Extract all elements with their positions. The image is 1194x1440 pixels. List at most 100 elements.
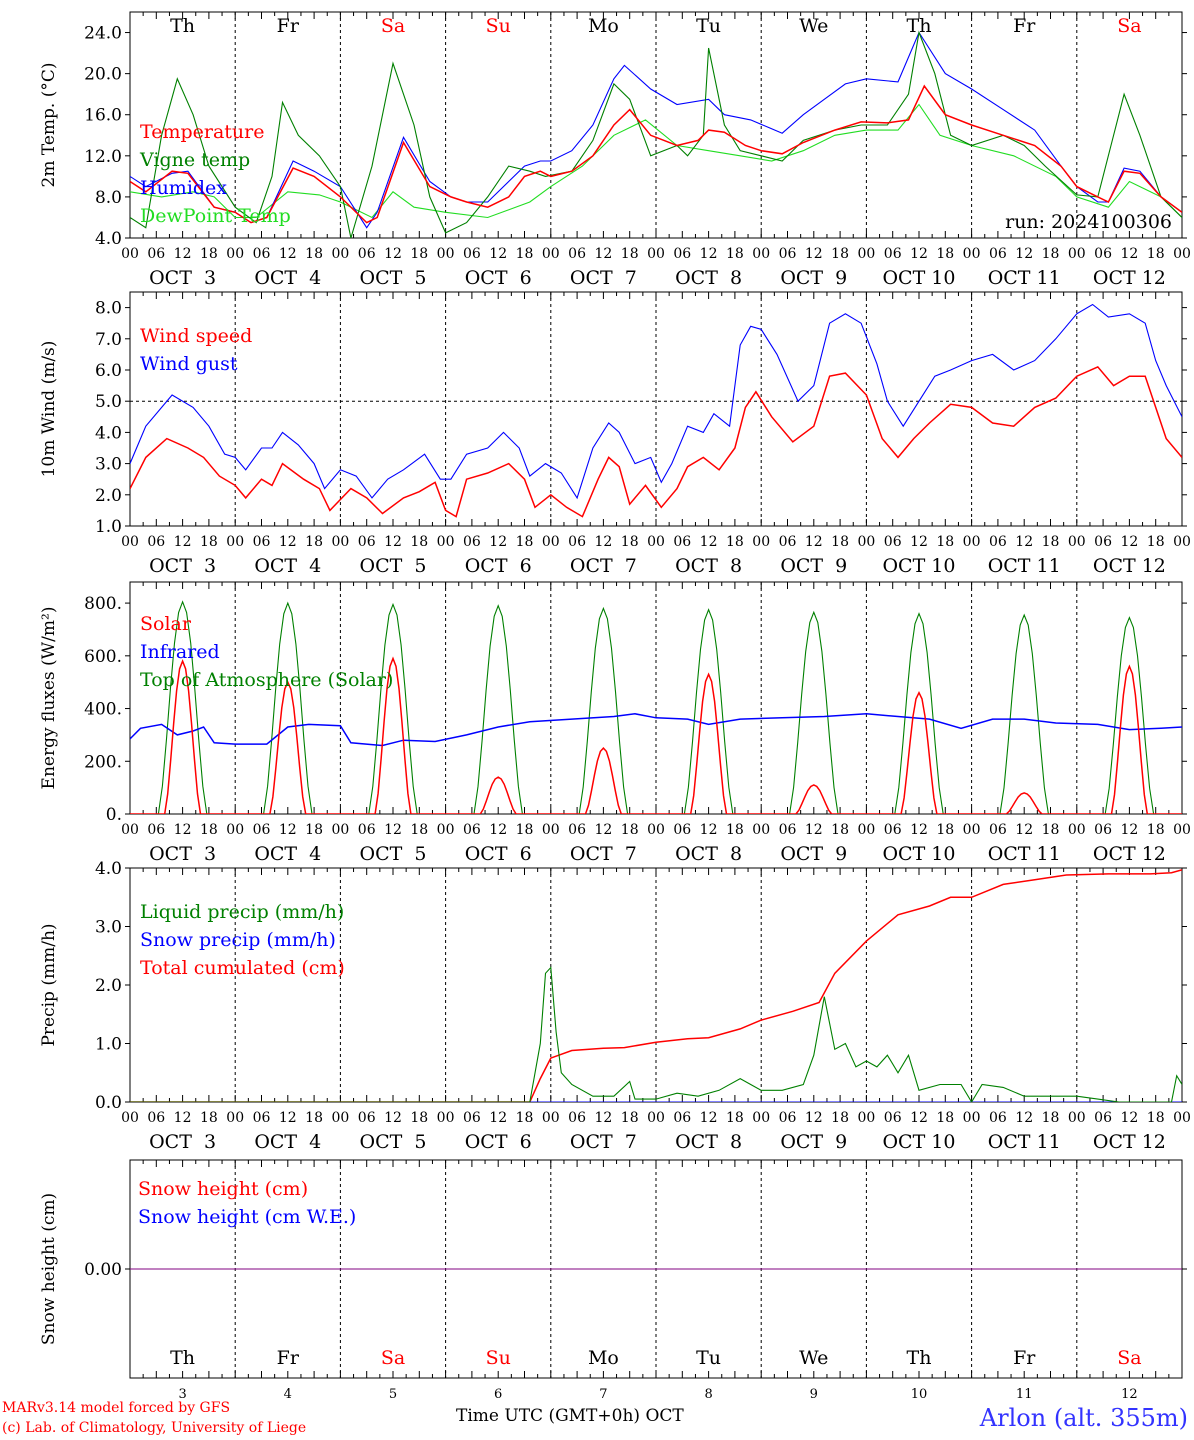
x-hour-label: 12 (1015, 822, 1033, 838)
legend-entry: Top of Atmosphere (Solar) (140, 669, 393, 691)
x-date-label: OCT 4 (254, 843, 321, 865)
x-hour-label: 18 (1147, 1110, 1165, 1126)
series-line-wind-gust (130, 303, 1182, 500)
day-number-label: 9 (810, 1387, 818, 1402)
x-date-label: OCT 12 (1093, 555, 1166, 577)
x-hour-label: 06 (884, 822, 902, 838)
x-hour-label: 00 (331, 534, 349, 550)
x-date-label: OCT 3 (149, 555, 216, 577)
x-hour-label: 00 (437, 534, 455, 550)
x-hour-label: 18 (1147, 534, 1165, 550)
x-hour-label: 00 (647, 822, 665, 838)
x-hour-label: 18 (200, 1110, 218, 1126)
x-hour-label: 06 (568, 1110, 586, 1126)
x-hour-label: 12 (594, 822, 612, 838)
x-hour-label: 00 (542, 246, 560, 262)
x-hour-label: 06 (463, 534, 481, 550)
x-date-label: OCT 11 (988, 843, 1061, 865)
x-hour-label: 00 (1068, 1110, 1086, 1126)
x-hour-label: 06 (884, 1110, 902, 1126)
x-hour-label: 12 (489, 1110, 507, 1126)
x-hour-label: 18 (200, 822, 218, 838)
x-hour-label: 12 (174, 534, 192, 550)
x-hour-label: 00 (437, 246, 455, 262)
x-hour-label: 06 (673, 1110, 691, 1126)
x-hour-label: 12 (384, 246, 402, 262)
x-date-label: OCT 11 (988, 1131, 1061, 1153)
x-hour-label: 00 (857, 246, 875, 262)
x-hour-label: 18 (621, 534, 639, 550)
x-hour-label: 00 (1068, 822, 1086, 838)
x-hour-label: 18 (621, 246, 639, 262)
x-hour-label: 00 (752, 822, 770, 838)
y-tick-label: 24.0 (84, 24, 122, 44)
x-date-label: OCT 4 (254, 1131, 321, 1153)
legend-entry: Wind speed (140, 325, 252, 347)
legend-entry: Solar (140, 613, 192, 635)
x-hour-label: 00 (1173, 246, 1191, 262)
x-hour-label: 18 (936, 246, 954, 262)
x-date-label: OCT 9 (780, 555, 847, 577)
x-date-label: OCT 11 (988, 267, 1061, 289)
day-name-label: Th (170, 15, 195, 37)
day-name-label: We (799, 1347, 828, 1369)
x-hour-label: 06 (253, 246, 271, 262)
x-hour-label: 12 (910, 822, 928, 838)
x-hour-label: 06 (1094, 822, 1112, 838)
x-date-label: OCT 9 (780, 267, 847, 289)
day-name-label: Fr (1013, 15, 1036, 37)
x-hour-label: 00 (1173, 534, 1191, 550)
x-date-label: OCT 12 (1093, 267, 1166, 289)
x-hour-label: 12 (1120, 534, 1138, 550)
series-line-temperature (130, 84, 1182, 224)
x-hour-label: 18 (410, 822, 428, 838)
x-date-label: OCT 8 (675, 843, 742, 865)
y-tick-label: 7.0 (95, 330, 122, 350)
x-date-label: OCT 8 (675, 1131, 742, 1153)
y-tick-label: 0.00 (84, 1260, 122, 1280)
x-hour-label: 00 (226, 1110, 244, 1126)
day-number-label: 6 (494, 1387, 502, 1402)
x-date-label: OCT 7 (570, 267, 637, 289)
x-hour-label: 00 (542, 1110, 560, 1126)
x-hour-label: 06 (568, 534, 586, 550)
panel-1: 4.0 8.0 12.0 16.0 20.0 24.0 2m Temp. (°C) Tempe… (39, 11, 1191, 289)
day-name-label: Sa (1117, 15, 1141, 37)
legend-entry: Humidex (140, 177, 227, 199)
x-hour-label: 18 (726, 246, 744, 262)
x-hour-label: 18 (1147, 822, 1165, 838)
x-date-label: OCT 7 (570, 843, 637, 865)
x-hour-label: 00 (121, 534, 139, 550)
y-tick-label: 1.0 (95, 1035, 122, 1055)
series-line-humidex (130, 31, 1182, 229)
x-hour-label: 12 (174, 246, 192, 262)
y-tick-label: 200. (84, 752, 122, 772)
y-tick-label: 5.0 (95, 392, 122, 412)
x-hour-label: 00 (1068, 534, 1086, 550)
bottom-axis-month: OCT (645, 1406, 684, 1426)
series-line-vigne-temp (130, 30, 1182, 238)
x-hour-label: 06 (673, 246, 691, 262)
x-hour-label: 12 (910, 246, 928, 262)
x-hour-label: 00 (226, 534, 244, 550)
x-hour-label: 00 (963, 1110, 981, 1126)
x-hour-label: 12 (805, 534, 823, 550)
day-name-label: Sa (1117, 1347, 1141, 1369)
y-tick-label: 12.0 (84, 147, 122, 167)
x-hour-label: 00 (752, 1110, 770, 1126)
x-hour-label: 00 (226, 246, 244, 262)
x-hour-label: 06 (358, 534, 376, 550)
day-name-label: We (799, 15, 828, 37)
x-hour-label: 00 (963, 822, 981, 838)
x-hour-label: 18 (936, 534, 954, 550)
x-hour-label: 18 (936, 822, 954, 838)
x-hour-label: 18 (831, 246, 849, 262)
x-date-label: OCT 3 (149, 267, 216, 289)
x-hour-label: 06 (568, 246, 586, 262)
x-hour-label: 12 (910, 534, 928, 550)
x-hour-label: 18 (1042, 822, 1060, 838)
x-date-label: OCT 11 (988, 555, 1061, 577)
x-hour-label: 06 (253, 1110, 271, 1126)
x-hour-label: 00 (121, 822, 139, 838)
x-hour-label: 18 (726, 822, 744, 838)
